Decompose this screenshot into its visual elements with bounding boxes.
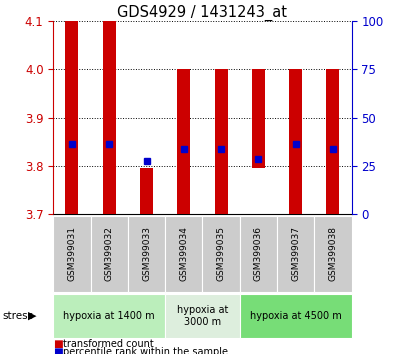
Bar [177, 69, 190, 214]
Text: transformed count: transformed count [63, 339, 154, 349]
Text: ▶: ▶ [28, 311, 37, 321]
Bar [289, 69, 302, 214]
Text: percentile rank within the sample: percentile rank within the sample [63, 347, 228, 354]
Text: GSM399036: GSM399036 [254, 227, 263, 281]
Text: stress: stress [2, 311, 33, 321]
Text: hypoxia at 4500 m: hypoxia at 4500 m [250, 311, 342, 321]
Text: GSM399037: GSM399037 [291, 227, 300, 281]
Bar [326, 69, 339, 214]
Bar [140, 169, 153, 214]
Text: hypoxia at
3000 m: hypoxia at 3000 m [177, 305, 228, 327]
Bar [214, 69, 228, 214]
Bar [66, 21, 79, 214]
Text: GSM399038: GSM399038 [328, 227, 337, 281]
Text: GSM399033: GSM399033 [142, 227, 151, 281]
Text: GSM399031: GSM399031 [68, 227, 77, 281]
Title: GDS4929 / 1431243_at: GDS4929 / 1431243_at [117, 5, 288, 21]
Text: GSM399035: GSM399035 [216, 227, 226, 281]
Text: hypoxia at 1400 m: hypoxia at 1400 m [64, 311, 155, 321]
Bar [103, 21, 116, 214]
Text: GSM399032: GSM399032 [105, 227, 114, 281]
Text: ■: ■ [53, 347, 63, 354]
Bar [252, 69, 265, 169]
Text: GSM399034: GSM399034 [179, 227, 188, 281]
Text: ■: ■ [53, 339, 63, 349]
